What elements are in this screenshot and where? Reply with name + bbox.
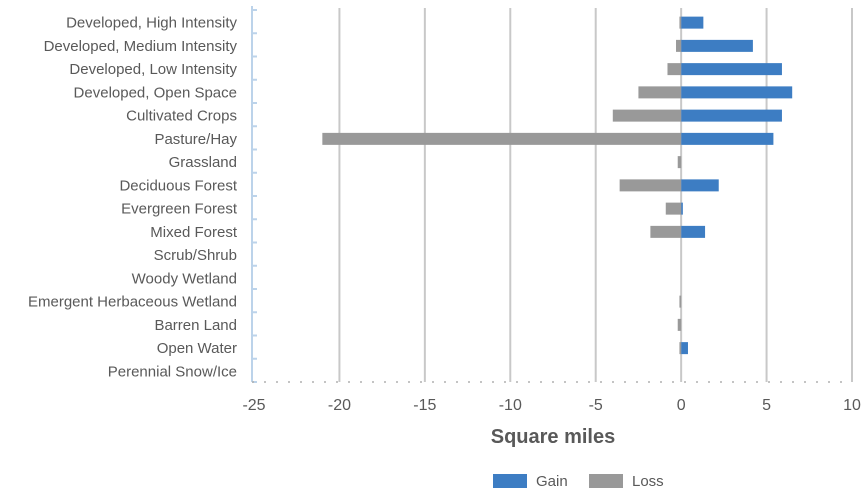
category-label: Developed, Open Space	[74, 84, 237, 101]
bar-loss	[679, 295, 682, 308]
x-tick-label: -5	[589, 397, 603, 414]
category-label: Developed, High Intensity	[66, 15, 237, 32]
category-label: Perennial Snow/Ice	[108, 363, 237, 380]
x-tick-label: 0	[677, 397, 686, 414]
bar-loss	[667, 63, 682, 76]
bar-loss	[676, 39, 682, 52]
legend: Gain Loss	[493, 473, 664, 490]
bar-gain	[681, 39, 753, 52]
category-label: Developed, Low Intensity	[69, 61, 237, 78]
category-label: Barren Land	[154, 317, 237, 334]
bar-gain	[681, 202, 683, 215]
bar-loss	[619, 179, 682, 192]
bar-gain	[681, 109, 782, 122]
bar-loss	[612, 109, 682, 122]
bar-gain	[681, 63, 782, 76]
axes	[251, 6, 852, 383]
x-tick-label: 10	[843, 397, 861, 414]
category-label: Cultivated Crops	[126, 108, 237, 125]
legend-swatch-gain	[493, 474, 527, 488]
tick-labels: -25 -20 -15 -10 -5 0 5 10	[242, 397, 861, 414]
bar-gain	[681, 342, 688, 355]
bar-loss	[679, 16, 682, 29]
x-axis-title: Square miles	[491, 426, 616, 448]
bar-loss	[677, 318, 682, 331]
category-label: Deciduous Forest	[119, 177, 237, 194]
category-label: Grassland	[169, 154, 237, 171]
bar-loss	[679, 342, 682, 355]
bar-gain	[681, 225, 706, 238]
bar-loss	[650, 225, 682, 238]
category-labels: Developed, High Intensity Developed, Medi…	[28, 15, 238, 381]
x-tick-label: -20	[328, 397, 351, 414]
x-tick-label: -25	[242, 397, 265, 414]
bars	[322, 16, 793, 355]
bar-loss	[638, 86, 682, 99]
category-label: Emergent Herbaceous Wetland	[28, 294, 237, 311]
category-label: Open Water	[157, 340, 237, 357]
bar-gain	[681, 16, 704, 29]
x-tick-label: -10	[499, 397, 522, 414]
legend-label-loss: Loss	[632, 473, 664, 490]
x-tick-label: 5	[762, 397, 771, 414]
category-label: Developed, Medium Intensity	[44, 38, 238, 55]
bar-gain	[681, 179, 719, 192]
legend-swatch-loss	[589, 474, 623, 488]
bar-gain	[681, 132, 774, 145]
bar-loss	[677, 156, 682, 169]
bar-loss	[665, 202, 682, 215]
bar-gain	[681, 86, 793, 99]
category-label: Mixed Forest	[150, 224, 238, 241]
category-label: Scrub/Shrub	[154, 247, 237, 264]
category-label: Woody Wetland	[132, 270, 237, 287]
legend-label-gain: Gain	[536, 473, 568, 490]
category-label: Pasture/Hay	[154, 131, 237, 148]
category-label: Evergreen Forest	[121, 201, 238, 218]
bar-loss	[322, 132, 682, 145]
x-tick-label: -15	[413, 397, 436, 414]
